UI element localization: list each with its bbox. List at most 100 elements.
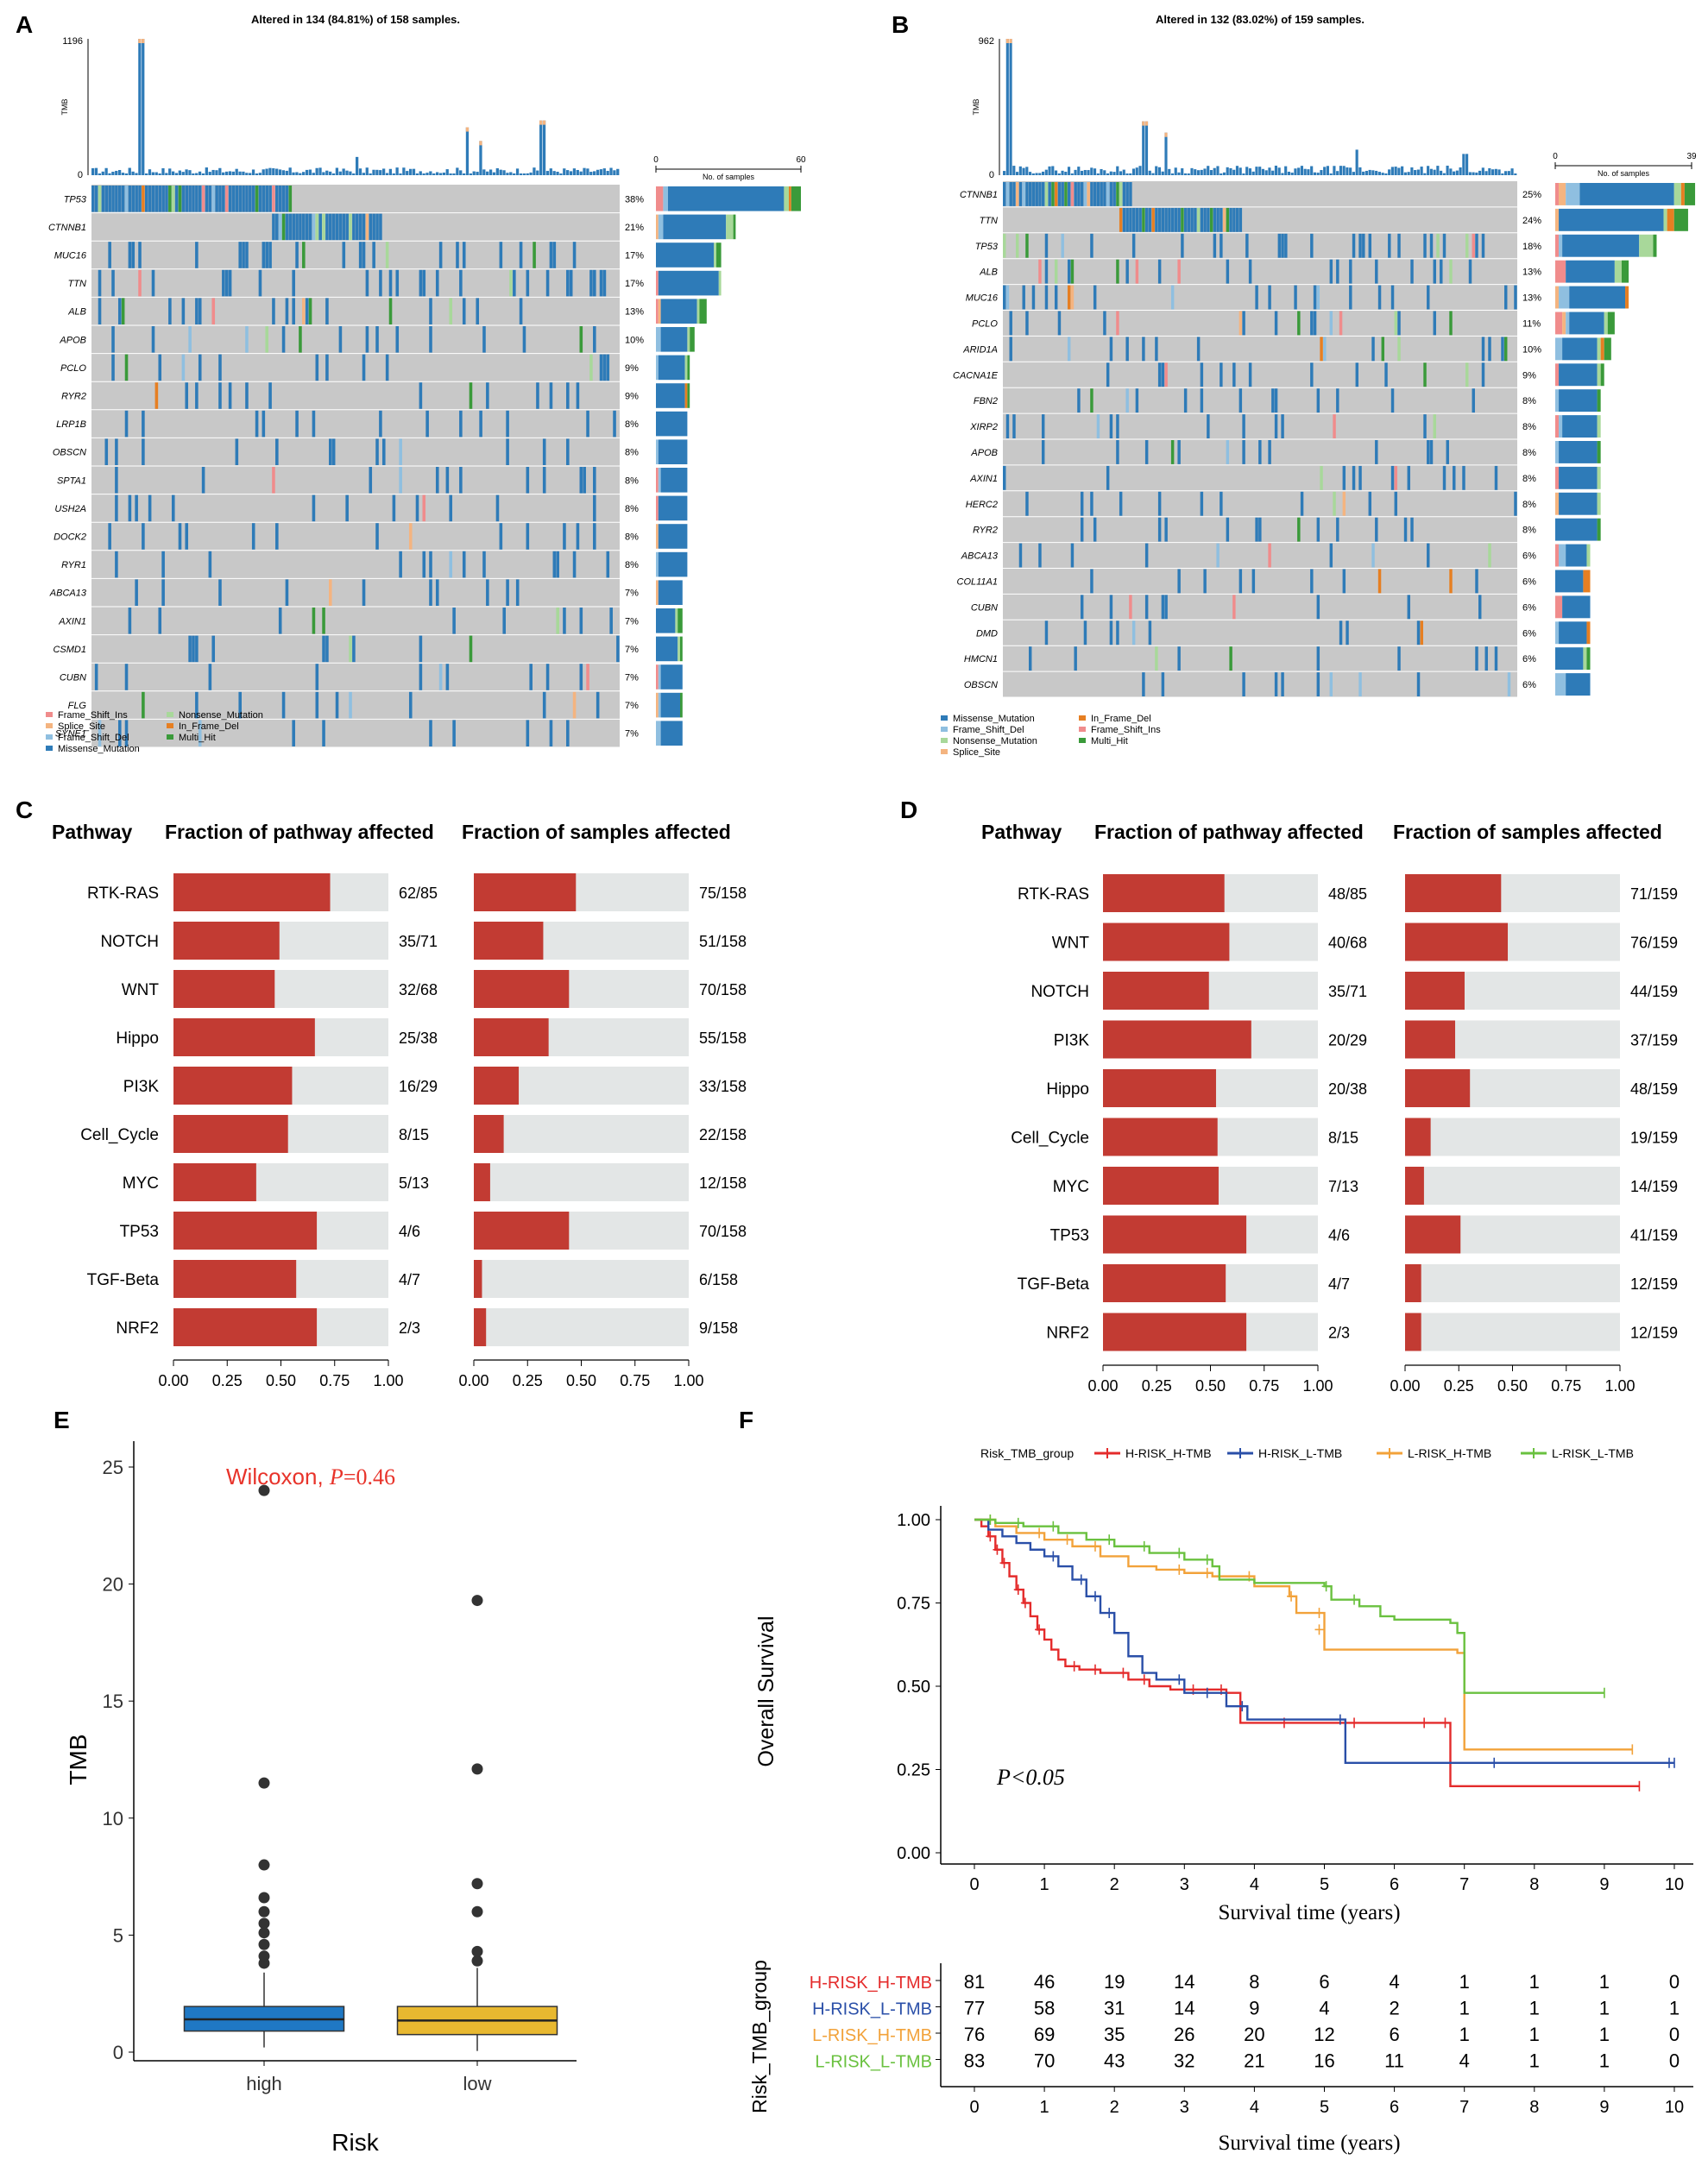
tmb-bar (1465, 154, 1469, 175)
tmb-bar (1061, 170, 1064, 175)
mutation-cell (1514, 491, 1517, 516)
tmb-bar (1051, 166, 1055, 175)
tmb-bar (1041, 171, 1045, 175)
tmb-bar (1044, 169, 1048, 175)
mutation-cell (1093, 182, 1097, 206)
risk-x-tick-label: 8 (1529, 2098, 1539, 2117)
mutation-cell (579, 608, 583, 634)
mutation-cell (1177, 646, 1181, 671)
x-tick-label: 1 (1040, 1875, 1049, 1894)
tmb-bar (1271, 170, 1275, 175)
tmb-bar (285, 170, 288, 175)
mutation-cell (1038, 259, 1042, 284)
legend-label: Missense_Mutation (953, 714, 1035, 724)
samples-bar-segment (656, 468, 659, 493)
tmb-bar (1316, 173, 1320, 175)
samples-axis-label: No. of samples (703, 173, 755, 181)
header-fraction-samples: Fraction of samples affected (462, 821, 731, 843)
wilcoxon-p: P (329, 1464, 343, 1489)
mutation-cell (616, 635, 620, 663)
mutation-cell (1481, 362, 1485, 387)
mutation-cell (201, 186, 205, 212)
samples-bar-segment (658, 355, 685, 381)
tmb-bar (1414, 170, 1417, 175)
samples-bar-segment (1555, 595, 1563, 619)
tmb-bar (148, 169, 152, 175)
gene-percent: 7% (625, 589, 639, 599)
samples-bar-segment (690, 327, 695, 352)
risk-count: 8 (1249, 1971, 1259, 1993)
tmb-bar (1054, 170, 1058, 175)
tmb-bar (1303, 168, 1307, 175)
samples-bar-segment (656, 439, 659, 464)
mutation-cell (98, 298, 102, 324)
risk-x-tick-label: 1 (1040, 2098, 1049, 2117)
mutation-cell (1070, 285, 1075, 310)
tmb-bar (1155, 166, 1158, 175)
risk-x-tick-label: 10 (1665, 2098, 1684, 2117)
mutation-cell (215, 186, 218, 212)
mutation-cell (1009, 337, 1012, 362)
x-tick-label: 3 (1180, 1875, 1189, 1894)
mutation-cell (429, 326, 432, 353)
samples-bar-segment (1559, 183, 1566, 205)
mutation-cell (449, 551, 453, 578)
gene-percent: 8% (1522, 448, 1536, 458)
tmb-bar (596, 169, 600, 175)
samples-bar-segment (1586, 621, 1591, 645)
mutation-cell (1342, 569, 1346, 594)
mutation-cell (142, 438, 145, 465)
p-value-annotation: P<0.05 (996, 1765, 1065, 1790)
mutation-cell (513, 269, 516, 297)
mutation-cell (305, 213, 309, 241)
samples-bar-segment (1555, 544, 1560, 567)
outlier-point (258, 1777, 270, 1789)
gene-percent: 7% (625, 673, 639, 683)
samples-bar-segment (1555, 260, 1566, 283)
risk-count: 9 (1249, 1998, 1259, 2019)
tmb-bar (482, 169, 486, 175)
samples-bar-segment (1559, 389, 1598, 412)
mutation-cell (549, 382, 553, 409)
pathway-label: NOTCH (1030, 983, 1089, 1001)
mutation-cell (1472, 233, 1475, 258)
x-tick-label: 2 (1110, 1875, 1119, 1894)
tmb-tick-max: 962 (979, 36, 994, 47)
tmb-bar (1394, 167, 1397, 175)
mutation-cell (211, 186, 216, 212)
tmb-bar (1423, 173, 1427, 175)
gene-percent: 7% (625, 701, 639, 711)
mutation-cell (545, 664, 550, 690)
mutation-cell (1336, 517, 1339, 542)
sample-count: 76/159 (1630, 935, 1678, 952)
mutation-cell (302, 298, 306, 324)
mutation-cell (198, 354, 202, 381)
mutation-cell (572, 551, 577, 578)
mutation-cell (1116, 440, 1119, 464)
mutation-cell (506, 410, 509, 438)
mutation-cell (1131, 207, 1136, 232)
mutation-cell (312, 608, 316, 634)
mutation-cell (117, 720, 122, 746)
samples-bar-segment (684, 355, 688, 381)
tmb-bar (459, 170, 463, 175)
mutation-cell (1116, 620, 1119, 645)
y-tick-label: 5 (113, 1924, 123, 1946)
mutation-cell (502, 608, 507, 634)
mutation-cell (1423, 233, 1427, 258)
mutation-cell (519, 242, 523, 268)
samples-bar-segment (1597, 363, 1601, 387)
samples-bar-segment (656, 608, 676, 633)
mutation-cell (315, 354, 319, 381)
y-tick-label: 25 (103, 1457, 123, 1478)
tmb-bar (1290, 173, 1294, 175)
risk-x-axis-title: Survival time (years) (1218, 2132, 1400, 2155)
samples-bar-segment (656, 242, 715, 268)
tmb-bar (1320, 170, 1323, 175)
tmb-bar (1264, 170, 1268, 175)
mutation-cell (1168, 207, 1171, 232)
mutation-cell (1397, 233, 1401, 258)
mutation-cell (131, 186, 136, 212)
tmb-bar (144, 173, 148, 175)
pathway-label: RTK-RAS (87, 885, 159, 903)
